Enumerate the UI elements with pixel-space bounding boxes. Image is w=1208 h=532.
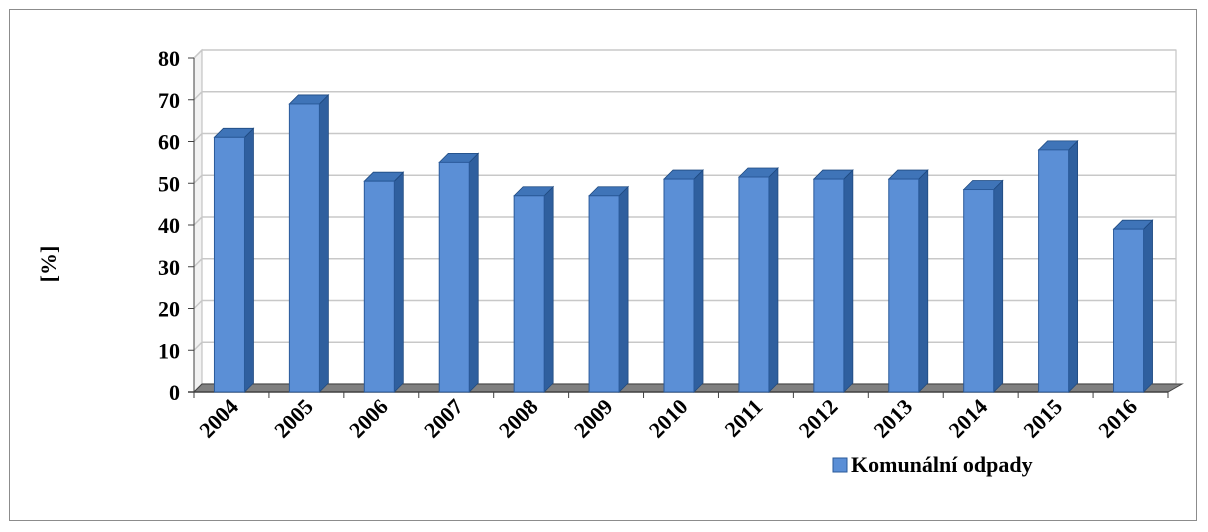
bar-front: [738, 176, 770, 393]
y-tick-label: 30: [158, 255, 180, 280]
bar: [288, 93, 330, 393]
bar: [588, 185, 630, 393]
y-tick-label: 50: [158, 171, 180, 196]
bar-front: [1113, 228, 1145, 393]
bar-front: [363, 180, 395, 393]
x-tick-label: 2012: [794, 394, 843, 443]
bar-front: [438, 161, 470, 393]
y-tick-label: 10: [158, 338, 180, 363]
bar-side: [1068, 139, 1079, 393]
x-tick-label: 2010: [644, 394, 693, 443]
bar-side: [1143, 219, 1153, 393]
y-axis-label: [%]: [36, 246, 61, 283]
legend: Komunální odpady: [832, 452, 1033, 477]
bar-side: [244, 127, 254, 393]
bar-front: [963, 189, 995, 393]
bar: [737, 167, 779, 393]
x-axis-ticks: 2004 2005 2006 2007 2008 2009 2010 2011 2012 2013…: [193, 392, 1169, 443]
y-tick-label: 70: [158, 88, 180, 113]
bar-side: [318, 93, 329, 393]
bar-front: [663, 178, 695, 393]
x-tick-label: 2008: [494, 394, 543, 443]
bar-front: [588, 195, 620, 393]
y-tick-label: 0: [169, 380, 180, 405]
bar-side: [543, 185, 554, 393]
chart-frame: 0 10 20 30 40 50 60 70 80 2004 2005 2006 2007 2008 20…: [9, 9, 1197, 521]
bar-side: [693, 169, 704, 393]
bar-front: [513, 195, 545, 393]
bar: [363, 171, 405, 393]
y-tick-label: 80: [158, 46, 180, 71]
bar: [962, 179, 1004, 393]
bar: [887, 169, 929, 393]
bar-side: [393, 171, 404, 393]
x-tick-label: 2016: [1093, 394, 1142, 443]
bar: [1037, 139, 1079, 393]
bar-side: [618, 185, 629, 393]
x-tick-label: 2014: [943, 394, 992, 443]
bar-front: [888, 178, 920, 393]
bar-side: [993, 179, 1004, 393]
y-axis-ticks: 0 10 20 30 40 50 60 70 80: [158, 46, 195, 405]
x-tick-label: 2009: [569, 394, 618, 443]
bar-front: [213, 136, 245, 393]
gridline: [193, 132, 1176, 143]
x-tick-label: 2011: [720, 394, 768, 442]
bar: [438, 152, 480, 393]
legend-label: Komunální odpady: [851, 452, 1033, 477]
x-tick-label: 2015: [1018, 394, 1067, 443]
x-tick-label: 2013: [869, 394, 918, 443]
bar-side: [468, 152, 479, 393]
gridline: [193, 49, 1176, 59]
y-tick-label: 40: [158, 213, 180, 238]
y-tick-label: 60: [158, 130, 180, 155]
legend-swatch: [832, 457, 848, 473]
x-tick-label: 2005: [269, 394, 318, 443]
bar: [663, 169, 704, 393]
bar: [513, 185, 555, 393]
y-tick-label: 20: [158, 297, 180, 322]
bar-front: [813, 178, 845, 393]
x-tick-label: 2004: [194, 394, 243, 443]
bar: [213, 127, 255, 393]
bar-front: [288, 103, 320, 393]
bars: [213, 93, 1154, 393]
bar-side: [843, 169, 854, 393]
bar-front: [1038, 149, 1070, 393]
x-tick-label: 2007: [419, 394, 468, 443]
bar-side: [918, 169, 929, 393]
bar: [812, 169, 854, 393]
bar: [1112, 219, 1154, 393]
x-tick-label: 2006: [344, 394, 393, 443]
bar-side: [768, 167, 779, 393]
gridline: [193, 91, 1176, 101]
